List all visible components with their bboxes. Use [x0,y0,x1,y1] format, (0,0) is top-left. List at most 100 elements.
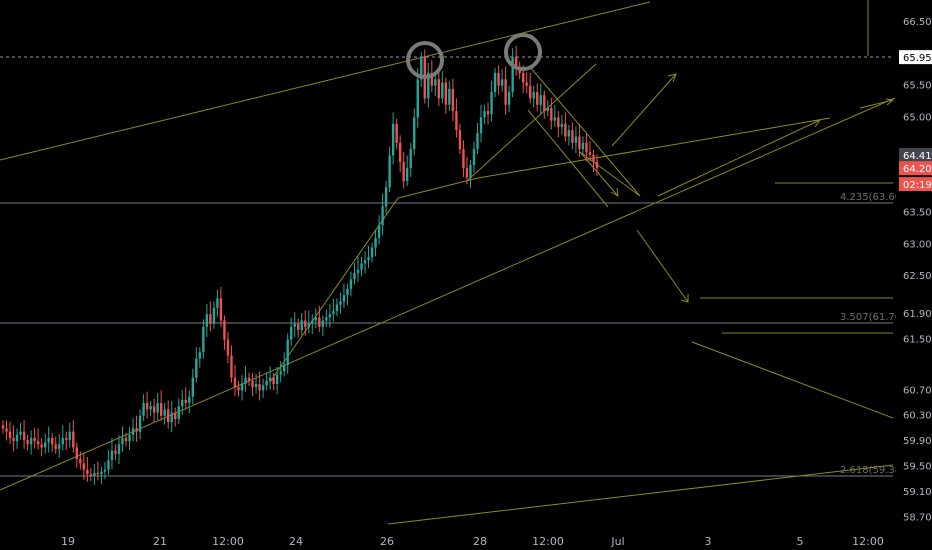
candle-body [72,431,75,448]
candle-body [100,471,103,475]
candle-body [328,314,332,318]
candle-body [462,149,465,169]
price-tag-label: 02:19 [903,180,932,191]
candle-body [307,323,310,327]
bottom-rising-line [387,464,894,525]
candle-body [448,88,451,105]
candle-body [240,384,244,391]
candle-body [486,111,490,115]
candle-body [170,412,173,423]
price-tick-label: 59.90 [903,436,932,447]
time-tick-label: Jul [610,535,624,548]
price-tick-label: 65.50 [903,81,932,92]
channel-down-lower [527,109,609,208]
fib-level-label: 2.618(59.38) [840,465,905,476]
candle-body [184,399,187,404]
arrow-right-edge [859,99,894,109]
candle-body [318,317,321,327]
arrow-up-right-head [667,73,677,83]
candle-body [131,428,135,435]
candle-body [96,472,100,475]
candle-body [497,72,500,86]
candle-body [553,117,557,121]
candle-body [156,403,159,413]
candle-body [286,339,289,365]
candle-body [54,444,57,449]
candle-body [332,311,335,315]
candle-body [75,447,79,459]
candle-body [205,314,209,327]
candle-body [314,317,318,321]
candle-body [325,317,328,321]
time-tick-label: 28 [473,535,487,548]
candle-body [265,380,268,386]
candle-body [36,441,40,445]
candle-body [26,439,29,445]
price-tag-label: 65.95 [903,53,932,64]
candle-body [40,444,43,448]
candle-body [381,206,384,226]
candle-body [93,472,96,477]
candle-body [353,272,356,280]
price-tags: 65.95 64.41 64.20 02:19 [899,50,932,192]
fib-level-label: 3.507(61.70) [840,312,905,323]
candlestick-series [1,45,599,485]
time-tick-label: 21 [153,535,167,548]
candle-body [416,79,419,118]
price-tick-label: 59.50 [903,462,932,473]
neckline-support [397,177,479,199]
candle-body [233,377,237,388]
candle-body [511,57,514,93]
candle-body [564,123,567,137]
candle-body [61,437,64,445]
candle-body [174,412,177,419]
candle-body [335,304,339,312]
candle-body [247,377,251,381]
time-axis[interactable]: 19 21 12:00 24 26 28 12:00 Jul 3 5 12:00 [61,535,884,548]
candle-body [578,136,581,150]
price-tick-label: 60.70 [903,385,932,396]
candle-body [311,320,314,324]
time-tick-label: 12:00 [852,535,884,548]
price-tag-label: 64.41 [903,151,932,162]
candle-body [458,130,462,150]
arrow-channel-head [610,187,619,197]
rising-wedge-line [467,63,597,181]
candle-body [465,168,469,178]
candle-body [595,161,599,169]
candle-body [398,142,402,162]
time-tick-label: 24 [289,535,303,548]
candle-body [152,406,156,413]
price-tag-box [899,161,932,176]
price-axis[interactable]: 66.50 65.50 65.00 63.50 63.00 62.50 61.90 61.50… [896,0,932,550]
candle-body [191,377,194,397]
candle-body [507,92,511,105]
price-tick-label: 63.50 [903,208,932,219]
upper-channel-line [0,1,651,161]
candle-body [297,323,300,331]
candle-body [300,320,303,331]
candle-body [212,307,216,324]
candle-body [19,431,22,435]
candle-body [209,314,212,324]
candle-body [571,130,574,143]
fib-level-label: 4.235(63.60) [840,192,905,203]
candle-body [293,323,296,327]
arrow-down-right [636,229,689,303]
double-top-circle [406,41,444,79]
candle-body [370,247,374,258]
candle-body [163,409,166,416]
candle-body [51,437,54,445]
candle-body [216,298,219,308]
candle-body [557,117,560,127]
price-tick-label: 62.50 [903,271,932,282]
price-tag-box [899,50,932,65]
price-axis-ticks: 66.50 65.50 65.00 63.50 63.00 62.50 61.90 61.50… [903,17,932,523]
candle-body [455,111,458,131]
candle-body [588,152,592,155]
projection-arrows [579,73,895,303]
candle-body [469,165,472,178]
candle-body [47,437,50,443]
candle-body [279,371,282,375]
